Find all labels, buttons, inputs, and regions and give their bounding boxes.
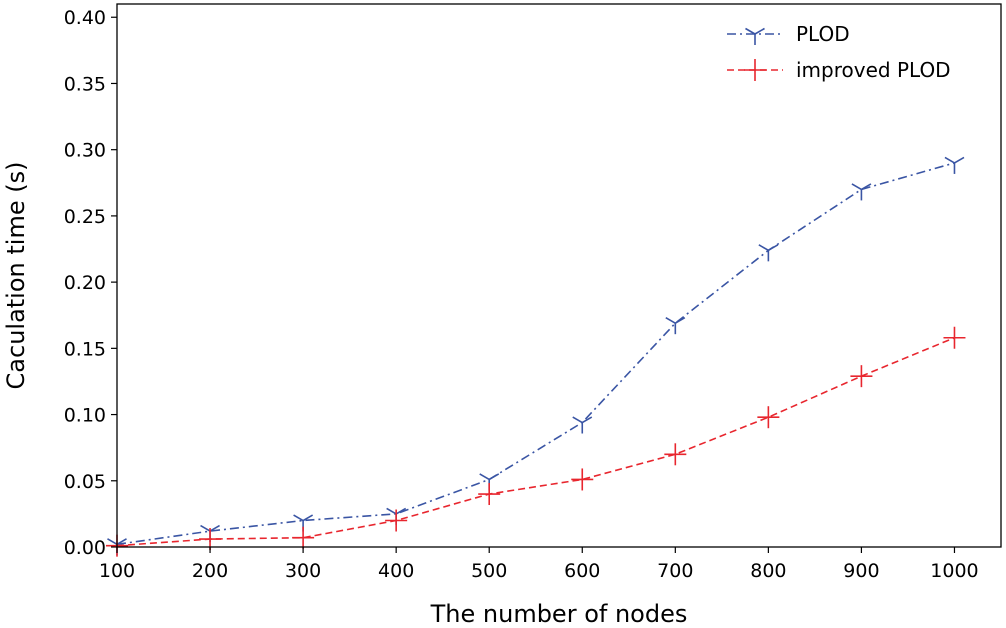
data-point [664, 443, 687, 466]
data-point [757, 406, 780, 429]
x-tick-label: 600 [564, 560, 600, 582]
y-tick-label: 0.05 [64, 471, 106, 493]
y-axis-title: Caculation time (s) [2, 162, 30, 390]
y-tick-label: 0.15 [64, 338, 106, 360]
series-line-plod [116, 162, 955, 546]
data-point [478, 483, 501, 506]
y-tick-label: 0.30 [64, 140, 106, 162]
series-line-improved-plod [116, 337, 955, 547]
legend-label: improved PLOD [796, 58, 951, 82]
legend: PLOD improved PLOD [727, 22, 951, 82]
data-point [292, 526, 315, 549]
x-tick-label: 400 [378, 560, 414, 582]
x-tick-label: 700 [657, 560, 693, 582]
series-layer [106, 156, 966, 557]
y-tick-label: 0.20 [64, 272, 106, 294]
legend-marker [745, 27, 765, 45]
x-axis-title: The number of nodes [430, 600, 688, 628]
legend-marker [744, 59, 766, 81]
x-tick-label: 200 [192, 560, 228, 582]
y-tick-label: 0.35 [64, 73, 106, 95]
data-point [572, 416, 593, 434]
x-tick-label: 100 [99, 560, 135, 582]
x-tick-label: 500 [471, 560, 507, 582]
series-improved-plod [106, 326, 966, 557]
data-point [943, 326, 966, 349]
plot-frame [116, 3, 1002, 548]
x-tick-label: 800 [750, 560, 786, 582]
y-tick-label: 0.25 [64, 206, 106, 228]
legend-label: PLOD [796, 22, 850, 46]
data-point [850, 365, 873, 388]
x-axis: 100 200 300 400 500 600 700 800 900 1000 [99, 547, 979, 582]
y-tick-label: 0.00 [64, 537, 106, 559]
data-point [851, 183, 872, 201]
x-tick-label: 1000 [930, 560, 978, 582]
y-tick-label: 0.40 [64, 7, 106, 29]
data-point [758, 244, 779, 262]
series-plod [107, 156, 965, 556]
legend-item-improved-plod: improved PLOD [727, 58, 951, 82]
legend-item-plod: PLOD [727, 22, 850, 46]
data-point [385, 509, 408, 532]
x-tick-label: 300 [285, 560, 321, 582]
x-tick-label: 900 [843, 560, 879, 582]
data-point [571, 468, 594, 491]
data-point [944, 156, 965, 174]
data-point [665, 316, 686, 335]
y-axis: 0.00 0.05 0.10 0.15 0.20 0.25 0.30 0.35 0.40 [64, 7, 117, 559]
y-tick-label: 0.10 [64, 405, 106, 427]
